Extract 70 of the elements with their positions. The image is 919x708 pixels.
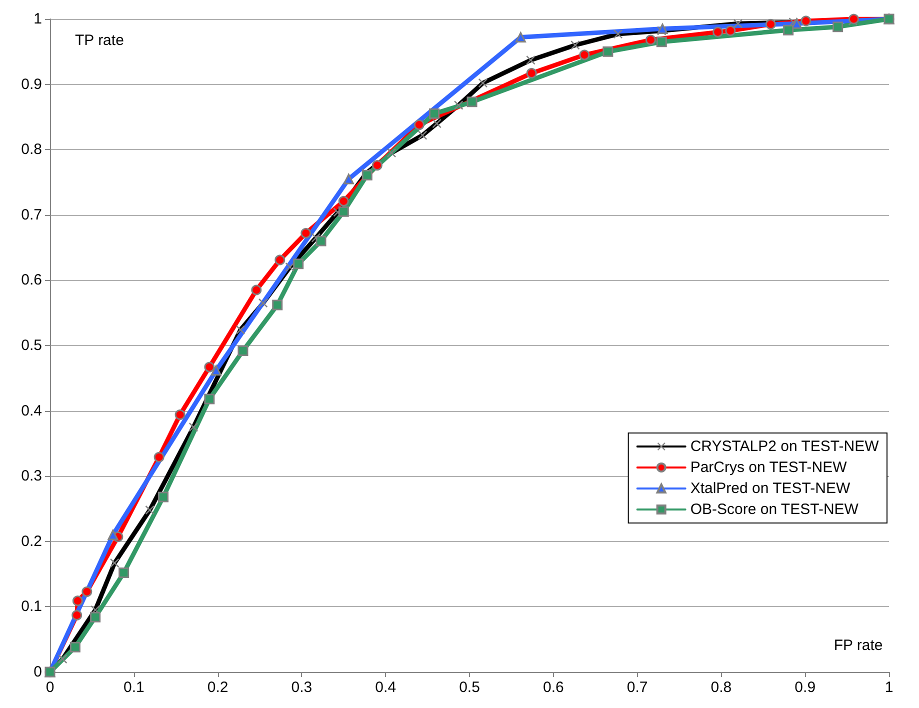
- point: [712, 26, 724, 38]
- x-tick-label: 0.5: [459, 679, 480, 696]
- point: [414, 120, 424, 130]
- point: [293, 258, 304, 270]
- point: [300, 228, 312, 238]
- x-tick-label: 0.4: [375, 679, 396, 696]
- y-tick-label: 1: [34, 10, 42, 28]
- x-tick-label: 0: [46, 679, 54, 696]
- point: [108, 530, 118, 540]
- x-tick-label: 0.8: [710, 679, 732, 696]
- point: [372, 160, 382, 171]
- x-tick-label: 0.3: [291, 679, 312, 696]
- point: [656, 36, 667, 48]
- x-tick-label: 0.6: [542, 679, 564, 696]
- point: [725, 26, 736, 36]
- point: [515, 32, 526, 43]
- point: [765, 18, 776, 30]
- x-tick-label: 1: [884, 679, 894, 696]
- x-tick-label: 0.2: [207, 679, 228, 696]
- point: [72, 596, 83, 606]
- x-tick-label: 0.1: [123, 679, 144, 696]
- y-tick-label: 0.8: [21, 141, 42, 158]
- point: [274, 254, 286, 266]
- point: [362, 170, 372, 180]
- point: [204, 394, 215, 404]
- y-tick-label: 0.1: [21, 598, 42, 616]
- point: [72, 610, 82, 620]
- point: [158, 492, 169, 502]
- x-tick-label: 0.7: [626, 679, 648, 696]
- y-tick-label: 0: [34, 664, 42, 680]
- legend-label: OB-Score on TEST-NEW: [690, 501, 860, 518]
- point: [154, 452, 164, 462]
- point: [429, 108, 440, 119]
- point: [338, 196, 349, 206]
- point: [338, 206, 349, 217]
- point: [526, 68, 537, 78]
- y-tick-label: 0.9: [21, 76, 42, 93]
- point: [579, 50, 590, 60]
- y-axis-title: TP rate: [75, 32, 124, 49]
- point: [251, 284, 262, 296]
- point: [90, 612, 101, 622]
- point: [783, 24, 794, 36]
- x-axis-title: FP rate: [834, 637, 883, 654]
- y-tick-label: 0.6: [21, 272, 42, 289]
- y-tick-label: 0.4: [21, 402, 42, 420]
- point: [70, 642, 80, 652]
- point: [343, 174, 354, 184]
- point: [118, 567, 130, 578]
- point: [82, 586, 92, 597]
- point: [848, 14, 860, 24]
- y-tick-label: 0.7: [21, 206, 42, 224]
- y-tick-label: 0.2: [21, 532, 42, 550]
- x-tick-label: 0.9: [794, 679, 816, 696]
- point: [272, 300, 283, 310]
- y-tick-label: 0.3: [21, 468, 42, 485]
- legend-label: ParCrys on TEST-NEW: [690, 459, 848, 476]
- point: [238, 345, 248, 356]
- point: [316, 236, 326, 246]
- point: [210, 365, 222, 376]
- point: [645, 34, 656, 46]
- point: [800, 16, 812, 26]
- y-tick-label: 0.5: [21, 337, 42, 354]
- point: [204, 362, 215, 372]
- point: [466, 96, 478, 108]
- point: [174, 409, 186, 420]
- point: [602, 46, 614, 57]
- legend-label: CRYSTALP2 on TEST-NEW: [690, 438, 880, 455]
- point: [832, 22, 844, 32]
- legend-label: XtalPred on TEST-NEW: [690, 480, 851, 497]
- point: [657, 24, 668, 34]
